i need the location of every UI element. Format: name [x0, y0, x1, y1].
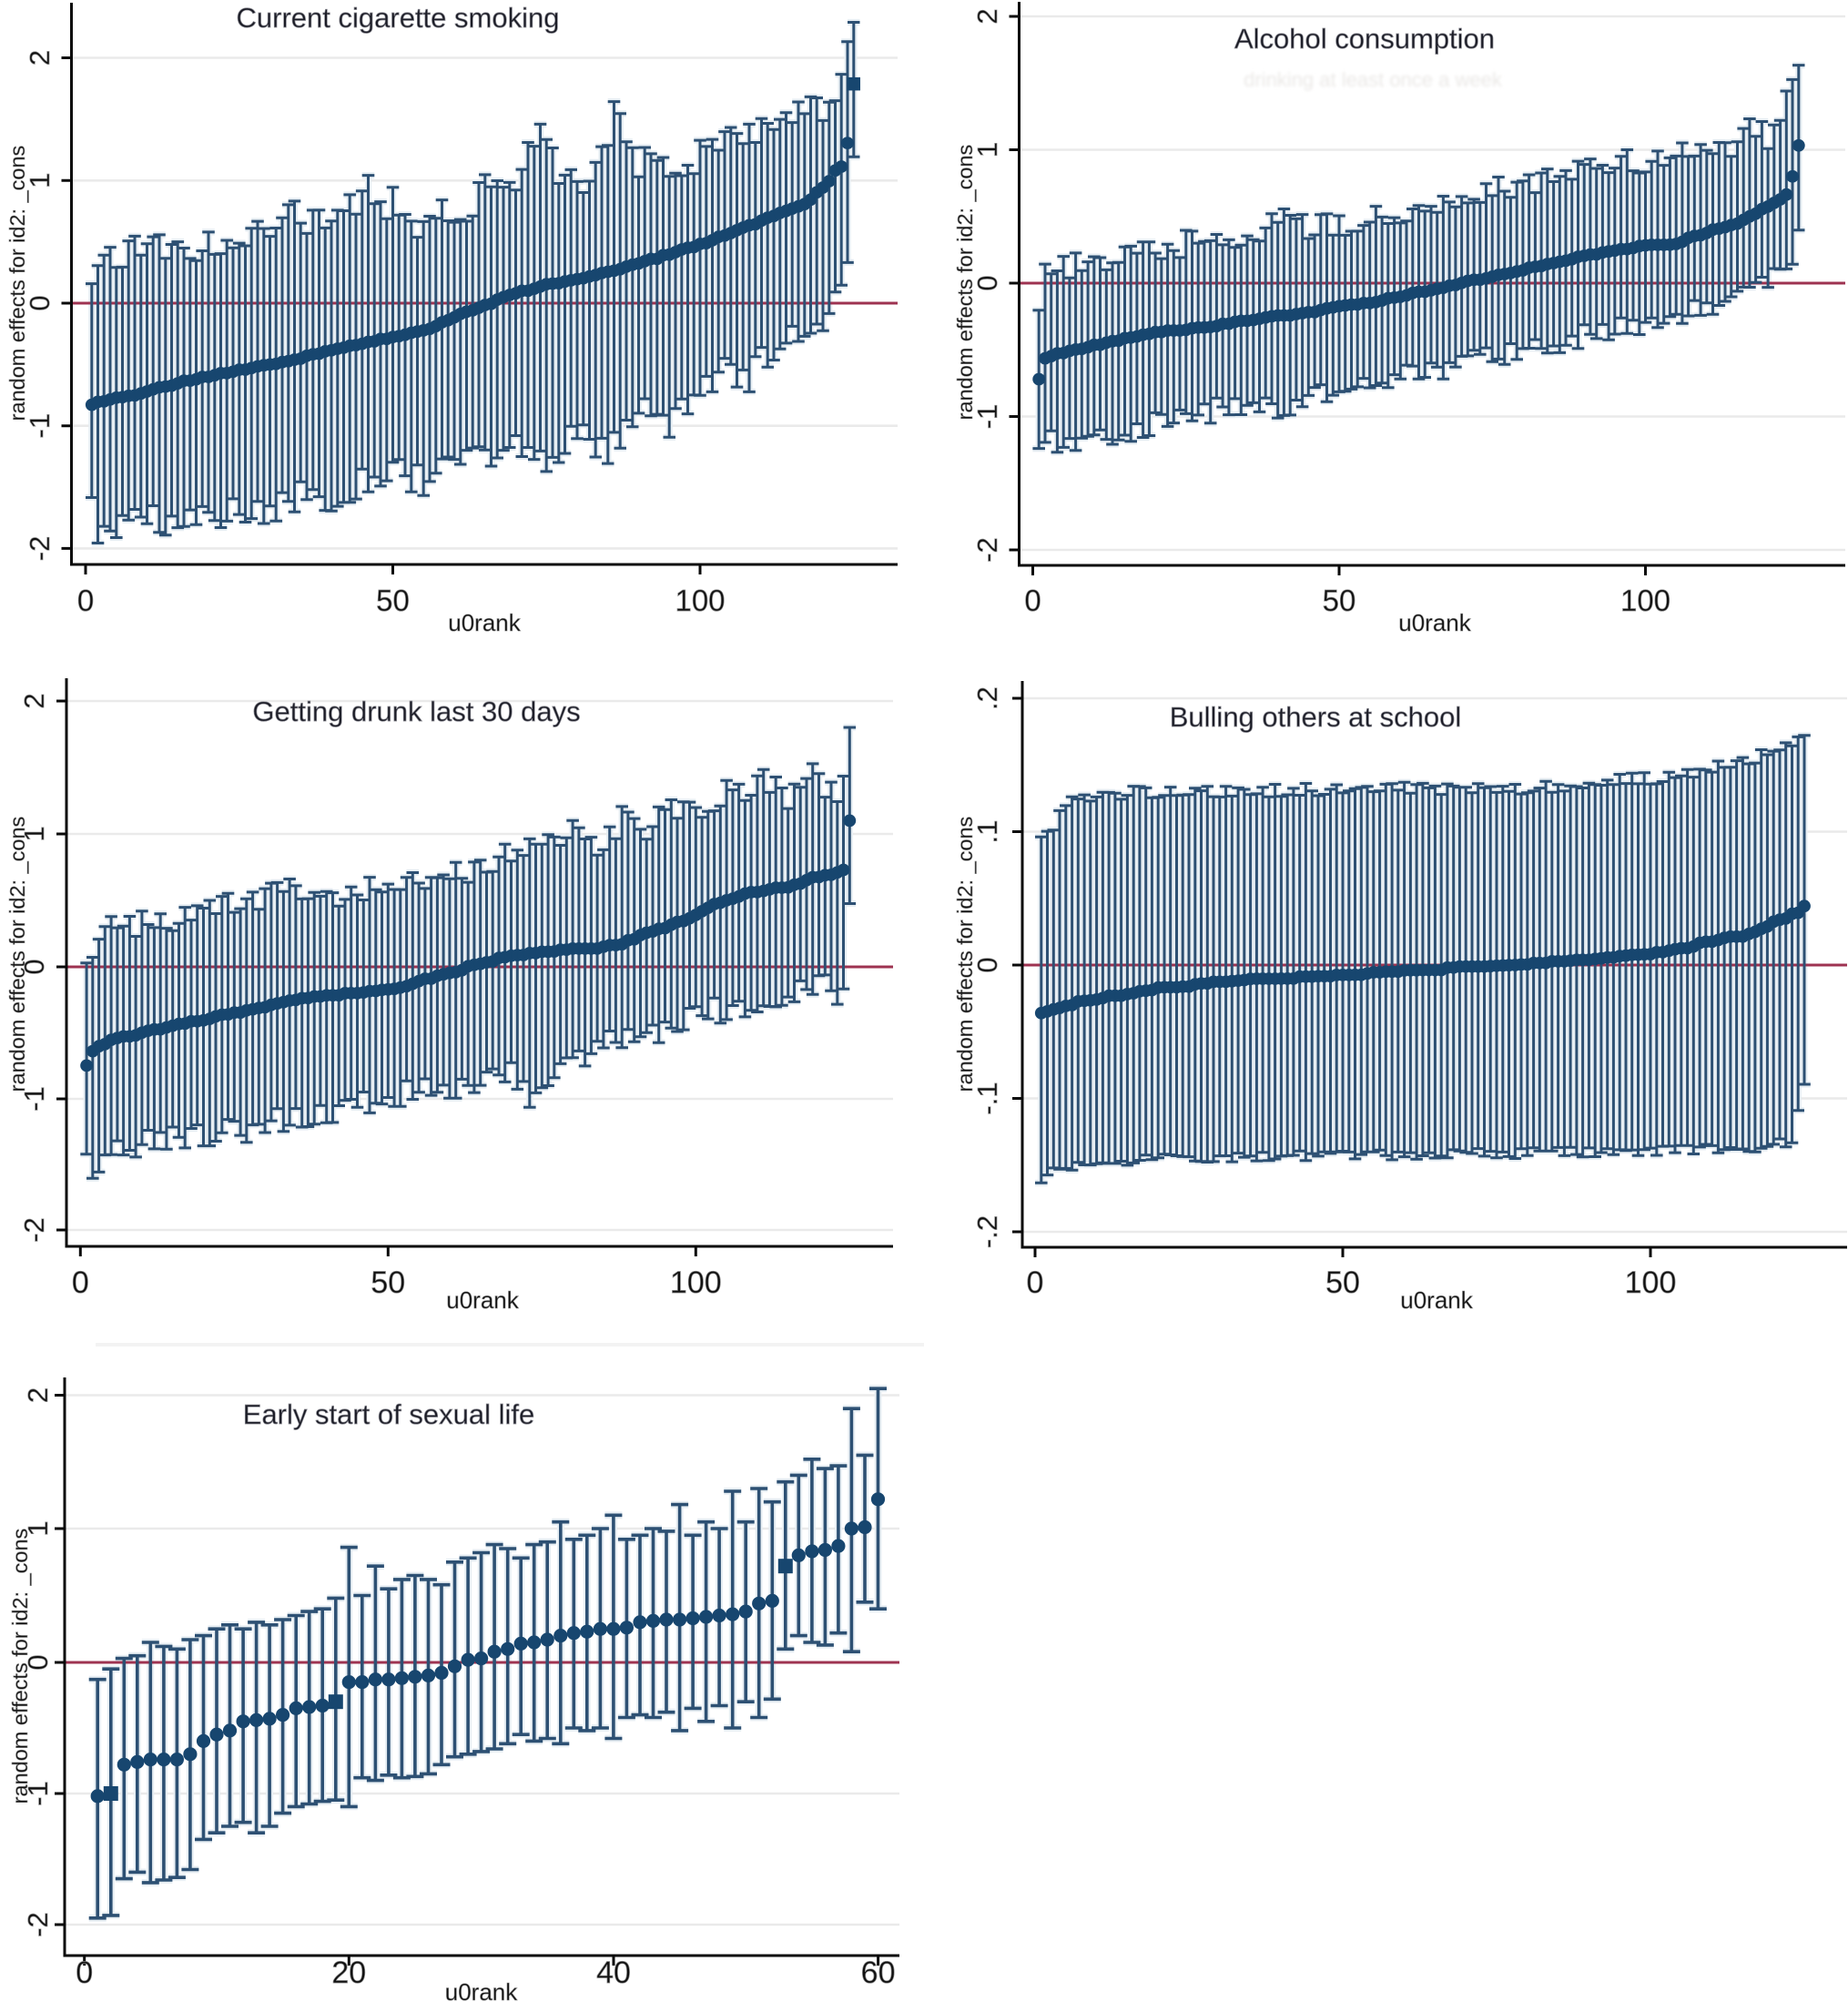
svg-text:-2: -2 [22, 1912, 54, 1937]
svg-text:-2: -2 [18, 1217, 50, 1243]
svg-text:random effects for id2: _cons: random effects for id2: _cons [8, 1529, 32, 1804]
svg-text:0: 0 [971, 275, 1003, 290]
svg-text:0: 0 [24, 295, 56, 310]
svg-text:Alcohol consumption: Alcohol consumption [1234, 23, 1495, 55]
svg-text:40: 40 [596, 1956, 631, 1990]
svg-text:.1: .1 [971, 820, 1003, 844]
svg-text:Current cigarette smoking: Current cigarette smoking [237, 2, 560, 34]
svg-text:random effects for id2: _cons: random effects for id2: _cons [5, 817, 29, 1092]
svg-text:50: 50 [371, 1265, 405, 1300]
svg-text:2: 2 [971, 8, 1003, 24]
svg-text:0: 0 [1027, 1265, 1044, 1300]
svg-text:-1: -1 [22, 1781, 54, 1806]
svg-text:0: 0 [1024, 584, 1041, 617]
svg-text:2: 2 [18, 693, 50, 708]
svg-text:-1: -1 [971, 404, 1003, 430]
svg-text:u0rank: u0rank [446, 1286, 519, 1314]
svg-text:1: 1 [18, 826, 50, 841]
svg-text:random effects for id2: _cons: random effects for id2: _cons [953, 145, 977, 421]
svg-text:-2: -2 [24, 536, 56, 562]
svg-text:.2: .2 [971, 686, 1003, 710]
svg-text:0: 0 [18, 959, 50, 974]
svg-text:0: 0 [72, 1265, 89, 1300]
svg-text:-.2: -.2 [971, 1215, 1003, 1248]
svg-text:2: 2 [22, 1387, 54, 1403]
svg-text:u0rank: u0rank [448, 609, 521, 636]
svg-text:60: 60 [861, 1956, 896, 1990]
svg-text:u0rank: u0rank [1400, 1286, 1473, 1314]
svg-text:50: 50 [376, 584, 410, 617]
svg-text:50: 50 [1323, 584, 1356, 617]
svg-text:1: 1 [971, 142, 1003, 158]
svg-text:0: 0 [77, 584, 94, 617]
svg-text:Getting drunk last 30 days: Getting drunk last 30 days [252, 696, 580, 727]
svg-text:u0rank: u0rank [1398, 609, 1471, 636]
svg-text:u0rank: u0rank [445, 1978, 518, 2002]
svg-text:100: 100 [1620, 584, 1670, 617]
svg-text:1: 1 [22, 1520, 54, 1536]
svg-text:100: 100 [675, 584, 725, 617]
svg-text:2: 2 [24, 50, 56, 66]
svg-text:-1: -1 [18, 1086, 50, 1112]
svg-text:0: 0 [971, 957, 1003, 972]
svg-text:-1: -1 [24, 413, 56, 439]
svg-text:random effects for id2: _cons: random effects for id2: _cons [953, 817, 977, 1092]
svg-text:Early start of sexual life: Early start of sexual life [243, 1398, 534, 1430]
svg-text:100: 100 [1625, 1265, 1677, 1300]
svg-text:0: 0 [22, 1654, 54, 1670]
svg-text:20: 20 [331, 1956, 366, 1990]
svg-text:100: 100 [670, 1265, 722, 1300]
svg-text:0: 0 [76, 1956, 93, 1990]
svg-text:50: 50 [1325, 1265, 1360, 1300]
svg-text:random effects for id2: _cons: random effects for id2: _cons [5, 146, 29, 422]
svg-text:Bulling others at school: Bulling others at school [1170, 701, 1462, 733]
svg-text:-2: -2 [971, 537, 1003, 563]
svg-text:1: 1 [24, 173, 56, 188]
svg-text:drinking at least once a week: drinking at least once a week [1244, 68, 1503, 91]
svg-text:-.1: -.1 [971, 1082, 1003, 1114]
